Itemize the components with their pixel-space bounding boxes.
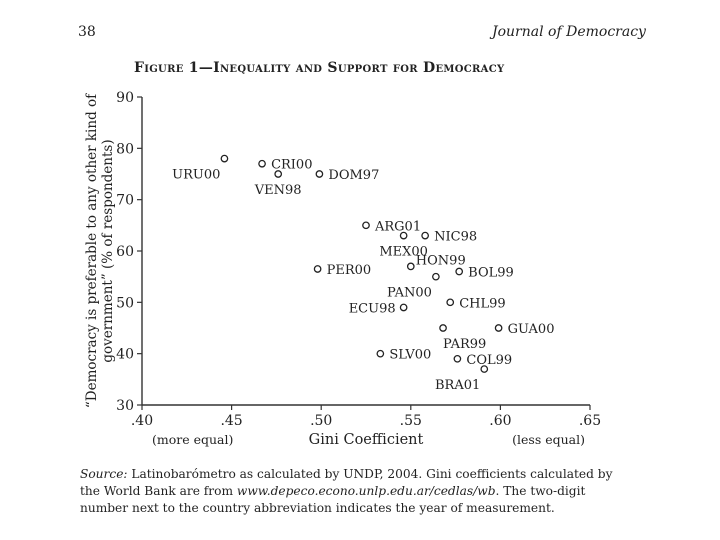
y-tick-label: 60 bbox=[116, 244, 134, 260]
data-label-pan00: PAN00 bbox=[387, 286, 432, 301]
x-axis-ticks: .40 .45 .50 .55 .60 .65 bbox=[131, 405, 601, 429]
data-point-slv00 bbox=[376, 349, 385, 358]
source-url: www.depeco.econo.unlp.edu.ar/cedlas/wb bbox=[236, 484, 496, 498]
data-label-par99: PAR99 bbox=[443, 337, 486, 352]
data-label-nic98: NIC98 bbox=[434, 230, 477, 245]
data-label-per00: PER00 bbox=[327, 263, 372, 278]
x-tick-label: .40 bbox=[131, 413, 153, 429]
x-tick-label: .60 bbox=[489, 413, 511, 429]
data-label-bra01: BRA01 bbox=[435, 378, 480, 393]
journal-title: Journal of Democracy bbox=[492, 24, 646, 40]
y-tick-label: 70 bbox=[116, 193, 134, 209]
y-tick-label: 80 bbox=[116, 141, 134, 157]
data-label-ven98: VEN98 bbox=[254, 183, 302, 198]
figure-title: Figure 1—Inequality and Support for Demo… bbox=[134, 60, 505, 76]
data-label-chl99: CHL99 bbox=[459, 296, 505, 311]
y-axis-title-line-2: government” (% of respondents) bbox=[100, 139, 116, 362]
source-label: Source: bbox=[80, 467, 128, 481]
data-point-col99 bbox=[453, 354, 462, 363]
x-tick-label: .55 bbox=[400, 413, 422, 429]
source-note: Source: Latinobarómetro as calculated by… bbox=[80, 466, 625, 517]
data-point-dom97 bbox=[315, 170, 324, 178]
data-label-bol99: BOL99 bbox=[468, 266, 514, 281]
data-point-nic98 bbox=[421, 231, 429, 240]
source-text-1: Latinobarómetro as calculated by UNDP, 2… bbox=[80, 467, 613, 498]
data-label-gua00: GUA00 bbox=[508, 322, 555, 337]
data-label-uru00: URU00 bbox=[172, 168, 220, 183]
data-point-par99 bbox=[439, 324, 447, 332]
data-label-hon99: HON99 bbox=[416, 253, 466, 268]
data-point-gua00 bbox=[494, 324, 503, 332]
data-point-mex00 bbox=[399, 231, 408, 240]
data-label-mex00: MEX00 bbox=[379, 245, 428, 260]
y-axis-title-line-1: “Democracy is preferable to any other ki… bbox=[84, 93, 100, 408]
y-tick-label: 90 bbox=[116, 90, 134, 106]
data-label-col99: COL99 bbox=[466, 353, 512, 368]
chart-axes bbox=[141, 97, 590, 406]
x-tick-label: .65 bbox=[579, 413, 601, 429]
y-tick-label: 30 bbox=[116, 398, 134, 414]
data-point-bol99 bbox=[455, 267, 464, 276]
x-tick-label: .45 bbox=[220, 413, 242, 429]
data-label-arg01: ARG01 bbox=[374, 219, 421, 234]
data-label-ecu98: ECU98 bbox=[349, 301, 396, 316]
data-point-pan00 bbox=[432, 272, 440, 281]
data-label-dom97: DOM97 bbox=[328, 168, 379, 183]
data-points: URU00 CRI00 VEN98 DOM97 ARG01 MEX00 NIC98 HON99… bbox=[172, 154, 555, 393]
y-axis-ticks: 30 40 50 60 70 80 90 bbox=[116, 90, 142, 414]
data-point-uru00 bbox=[220, 154, 229, 163]
y-tick-label: 50 bbox=[116, 295, 134, 311]
scatter-chart: 30 40 50 60 70 80 90 .40 .45 .50 .55 .60 .65 URU00 C… bbox=[84, 90, 601, 448]
data-point-ven98 bbox=[274, 170, 283, 178]
data-point-hon99 bbox=[406, 262, 415, 271]
data-label-cri00: CRI00 bbox=[271, 158, 312, 173]
x-axis-title: Gini Coefficient bbox=[309, 432, 424, 448]
data-point-cri00 bbox=[258, 159, 266, 168]
data-point-arg01 bbox=[362, 221, 370, 230]
y-tick-label: 40 bbox=[116, 347, 134, 363]
x-axis-note-left: (more equal) bbox=[152, 432, 233, 447]
data-point-per00 bbox=[313, 265, 322, 273]
source-text-2: . The two-digit number next to the count… bbox=[80, 484, 586, 515]
x-axis-note-right: (less equal) bbox=[512, 432, 585, 447]
data-point-ecu98 bbox=[399, 303, 408, 312]
axis-labels: Gini Coefficient (more equal) (less equal)… bbox=[84, 93, 585, 448]
data-point-chl99 bbox=[446, 298, 455, 307]
page-number: 38 bbox=[78, 24, 96, 40]
x-tick-label: .50 bbox=[310, 413, 332, 429]
data-label-slv00: SLV00 bbox=[389, 348, 431, 363]
data-point-bra01 bbox=[480, 365, 489, 373]
